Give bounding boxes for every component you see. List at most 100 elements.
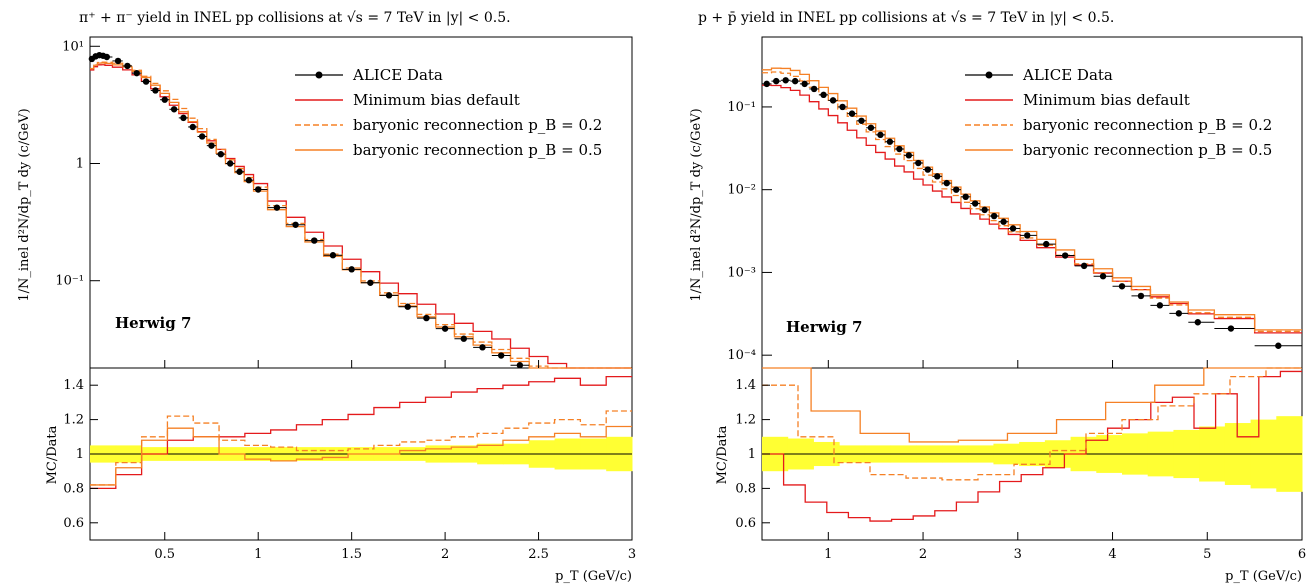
x-tick-label: 0.5 [154, 547, 175, 562]
svg-text:1/N_inel d²N/dp_T dy (c/GeV): 1/N_inel d²N/dp_T dy (c/GeV) [17, 108, 32, 301]
data-point [385, 292, 393, 299]
data-point [1137, 292, 1145, 300]
annotation: Herwig 7 [115, 314, 191, 332]
y-tick-label: 10¹ [62, 39, 84, 54]
x-tick-label: 4 [1108, 547, 1116, 562]
data-point [1043, 240, 1050, 248]
legend-marker [985, 71, 993, 79]
x-tick-label: 1 [824, 547, 832, 562]
x-axis-label: p_T (GeV/c) [555, 569, 632, 584]
data-point [934, 173, 941, 180]
ratio-tick-label: 1 [76, 447, 84, 462]
legend-marker [315, 71, 323, 79]
legend-label: ALICE Data [1022, 66, 1113, 84]
data-point [1061, 252, 1069, 259]
x-tick-label: 1 [254, 547, 262, 562]
data-point [460, 335, 467, 342]
data-point [479, 344, 486, 351]
legend-label: baryonic reconnection p_B = 0.2 [1023, 116, 1272, 134]
data-point [839, 103, 846, 111]
data-point [763, 80, 770, 88]
y-tick-label: 10⁻¹ [727, 100, 756, 115]
data-point [829, 97, 837, 104]
legend-label: baryonic reconnection p_B = 0.5 [1023, 141, 1272, 159]
data-point [1099, 273, 1107, 280]
data-point [404, 303, 411, 310]
data-point [497, 352, 505, 359]
data-point [423, 314, 430, 322]
chart-left: π⁺ + π⁻ yield in INEL pp collisions at √… [17, 10, 636, 584]
x-tick-label: 2.5 [528, 547, 549, 562]
data-point [1227, 325, 1235, 332]
x-tick-label: 3 [628, 547, 636, 562]
svg-text:MC/Data: MC/Data [45, 425, 60, 484]
ratio-tick-label: 0.8 [735, 481, 756, 496]
data-point [858, 117, 865, 124]
data-point [245, 177, 253, 184]
data-point [810, 85, 818, 93]
chart-right: p + p̄ yield in INEL pp collisions at √s… [689, 10, 1306, 584]
data-point [217, 151, 225, 158]
chart-title: π⁺ + π⁻ yield in INEL pp collisions at √… [79, 10, 511, 26]
data-point [1175, 310, 1183, 317]
ratio-axis-label: MC/Data [715, 425, 730, 484]
y-axis-label: 1/N_inel d²N/dp_T dy (c/GeV) [17, 108, 32, 301]
data-point [1009, 225, 1017, 232]
data-point [226, 160, 234, 167]
ratio-tick-label: 0.8 [63, 481, 84, 496]
data-point [1194, 319, 1201, 326]
data-point [516, 362, 524, 369]
data-point [1024, 232, 1031, 239]
data-point [1118, 283, 1126, 290]
data-point [161, 96, 168, 103]
y-tick-label: 10⁻² [727, 183, 756, 198]
data-points [88, 51, 530, 369]
series-line-ratio [762, 367, 1302, 443]
ratio-tick-label: 1.4 [735, 378, 756, 393]
x-tick-label: 2 [441, 547, 449, 562]
legend-label: ALICE Data [352, 66, 443, 84]
data-point [198, 133, 206, 140]
ratio-axis-label: MC/Data [45, 425, 60, 484]
data-points [762, 77, 1302, 349]
data-point [348, 266, 355, 273]
x-tick-label: 2 [919, 547, 927, 562]
series-line-ratio [90, 410, 632, 486]
data-point [791, 77, 799, 85]
ratio-series [762, 367, 1302, 522]
data-point [441, 325, 449, 332]
x-tick-label: 3 [1014, 547, 1022, 562]
data-point [189, 123, 196, 131]
legend-label: baryonic reconnection p_B = 0.2 [353, 116, 602, 134]
chart-title: p + p̄ yield in INEL pp collisions at √s… [698, 10, 1114, 26]
data-point [180, 114, 187, 122]
x-tick-label: 6 [1298, 547, 1306, 562]
data-point [367, 279, 374, 286]
data-point [142, 78, 150, 85]
legend: ALICE Data Minimum bias default baryonic r… [295, 66, 602, 159]
x-tick-label: 5 [1203, 547, 1211, 562]
y-tick-label: 10⁻³ [727, 265, 756, 280]
series-line-ratio [762, 367, 1302, 481]
series-line-ratio [90, 375, 632, 490]
data-point [915, 159, 922, 167]
data-point [170, 106, 178, 113]
data-point [273, 204, 281, 211]
data-point [124, 62, 131, 70]
data-point [971, 200, 979, 207]
annotation: Herwig 7 [786, 318, 862, 336]
data-point [782, 77, 789, 84]
svg-text:1/N_inel d²N/dp_T dy (c/GeV): 1/N_inel d²N/dp_T dy (c/GeV) [689, 108, 704, 301]
data-point [208, 142, 215, 149]
data-point [848, 110, 856, 117]
data-point [329, 252, 337, 259]
series-line-ratio [762, 370, 1302, 522]
axis-ticks: 1 2 3 4 5 6 10⁻¹ 10⁻² 10⁻³ 10⁻⁴ 0.6 0.8 1 1.2 1.4 [727, 100, 1306, 562]
axis-ticks: 0.5 1 1.5 2 2.5 3 10¹ 1 10⁻¹ 0.6 0.8 1 1.2 1.4 [55, 39, 636, 562]
x-axis-label: p_T (GeV/c) [1225, 569, 1302, 584]
ratio-tick-label: 1.4 [63, 378, 84, 393]
ratio-tick-label: 0.6 [735, 516, 756, 531]
data-point [1156, 302, 1164, 309]
data-point [924, 166, 931, 173]
